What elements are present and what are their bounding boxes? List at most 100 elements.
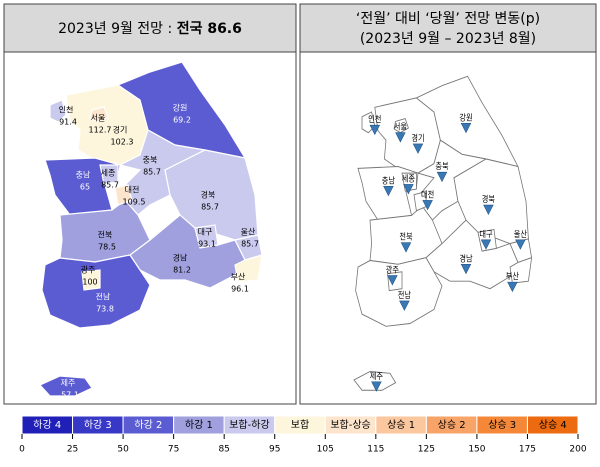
region-value: 109.5	[123, 198, 146, 207]
change-marker	[395, 132, 406, 143]
region-name: 경기	[411, 132, 424, 143]
right-title-1: ‘전월’ 대비 ‘당월’ 전망 변동(p)	[356, 11, 540, 27]
region-value: 102.3	[111, 138, 134, 147]
change-marker	[400, 242, 412, 253]
region-value: 69.2	[173, 116, 191, 125]
region-value: 65	[80, 183, 90, 192]
region-name: 경남	[459, 253, 472, 264]
change-marker	[515, 239, 526, 250]
region-value: 81.2	[173, 266, 191, 275]
legend-tick-label: 125	[418, 445, 435, 455]
region-name: 충남	[76, 171, 91, 180]
region-value: 100	[82, 278, 97, 287]
region-name: 세종	[402, 174, 415, 184]
region-name: 인천	[368, 114, 381, 125]
left-map: 경기 102.3 강원 69.2 충북 85.7 충남 65 경북 85.7 전북 78.5 경남 81.…	[39, 61, 263, 400]
change-marker	[460, 263, 472, 275]
legend-label: 하강 1	[185, 418, 213, 431]
region-name: 대전	[125, 185, 140, 195]
region-name: 경북	[482, 193, 495, 204]
change-marker	[403, 184, 414, 195]
region-value: 57.1	[61, 391, 79, 400]
legend-swatch	[526, 415, 579, 435]
title-emphasis: 전국 86.6	[177, 20, 242, 37]
legend-tick-label: 25	[67, 445, 78, 455]
region-name: 충북	[435, 162, 448, 172]
legend-label: 상승 3	[488, 419, 516, 431]
legend-label: 보합	[291, 419, 309, 431]
region-name: 울산	[514, 228, 527, 239]
region-name: 강원	[459, 112, 472, 123]
region-name: 울산	[241, 227, 256, 237]
region-value: 85.7	[101, 181, 119, 190]
region-outline	[353, 370, 397, 391]
region-name: 강원	[173, 103, 188, 113]
left-title: 2023년 9월 전망 : 전국 86.6	[58, 20, 242, 37]
region-value: 91.4	[59, 118, 77, 127]
region	[81, 269, 101, 291]
change-marker	[460, 122, 472, 134]
region-name: 제주	[370, 371, 383, 381]
legend-tick-label: 200	[569, 445, 586, 455]
region	[39, 375, 93, 397]
region	[114, 184, 133, 206]
region-name: 부산	[231, 272, 246, 282]
legend-label: 하강 4	[33, 418, 61, 431]
change-marker	[412, 143, 424, 154]
region-value: 85.7	[241, 240, 259, 249]
region-name: 충남	[382, 176, 395, 186]
region-name: 경북	[201, 190, 216, 200]
legend-tick-label: 75	[168, 445, 179, 455]
legend-label: 상승 2	[438, 419, 466, 431]
change-marker	[436, 171, 448, 183]
legend-label: 하강 2	[134, 418, 162, 431]
change-marker	[422, 200, 433, 211]
region-value: 73.8	[96, 305, 114, 314]
change-marker	[480, 239, 492, 250]
change-marker	[483, 204, 494, 216]
region-name: 대구	[479, 229, 492, 239]
region-outline	[355, 257, 443, 327]
left-header	[3, 3, 297, 53]
legend-tick-label: 95	[269, 445, 280, 455]
legend: 하강 4 하강 3 하강 2 하강 1 보합-하강 보합 보합-상승 상승 1 상승 2 상승 3…	[19, 415, 587, 455]
region-name: 경남	[173, 253, 188, 263]
region	[194, 224, 219, 249]
region-value: 112.7	[89, 126, 112, 135]
legend-label: 하강 3	[84, 418, 112, 431]
region-name: 광주	[81, 265, 96, 275]
change-marker	[507, 281, 518, 293]
region	[49, 99, 67, 123]
region-name: 전남	[96, 292, 111, 302]
region-value: 85.7	[143, 168, 161, 177]
region	[234, 254, 263, 283]
region-name: 전북	[399, 231, 412, 242]
legend-tick-label: 175	[519, 445, 536, 455]
legend-tick-label: 105	[317, 445, 334, 455]
region-name: 세종	[101, 169, 116, 178]
region-value: 96.1	[231, 285, 249, 294]
title-prefix: 2023년 9월 전망 :	[58, 21, 177, 37]
region	[99, 164, 119, 185]
legend-tick-label: 50	[117, 445, 129, 455]
region-name: 전북	[98, 230, 113, 240]
region-name: 대전	[421, 189, 434, 200]
change-marker	[399, 300, 410, 311]
region-name: 경기	[113, 125, 128, 135]
legend-tick-label: 0	[19, 445, 25, 455]
region-name: 제주	[61, 379, 76, 388]
region	[41, 254, 151, 329]
region-name: 대구	[198, 228, 213, 237]
region-value: 85.7	[201, 203, 219, 212]
legend-label: 상승 1	[387, 419, 415, 431]
region-name: 부산	[506, 271, 519, 282]
region-name: 충북	[143, 156, 158, 165]
region-value: 93.1	[198, 240, 216, 249]
region-name: 전남	[398, 289, 411, 300]
region-name: 서울	[91, 114, 106, 123]
change-marker	[383, 185, 394, 197]
change-marker	[369, 124, 381, 136]
region-name: 인천	[59, 105, 74, 115]
